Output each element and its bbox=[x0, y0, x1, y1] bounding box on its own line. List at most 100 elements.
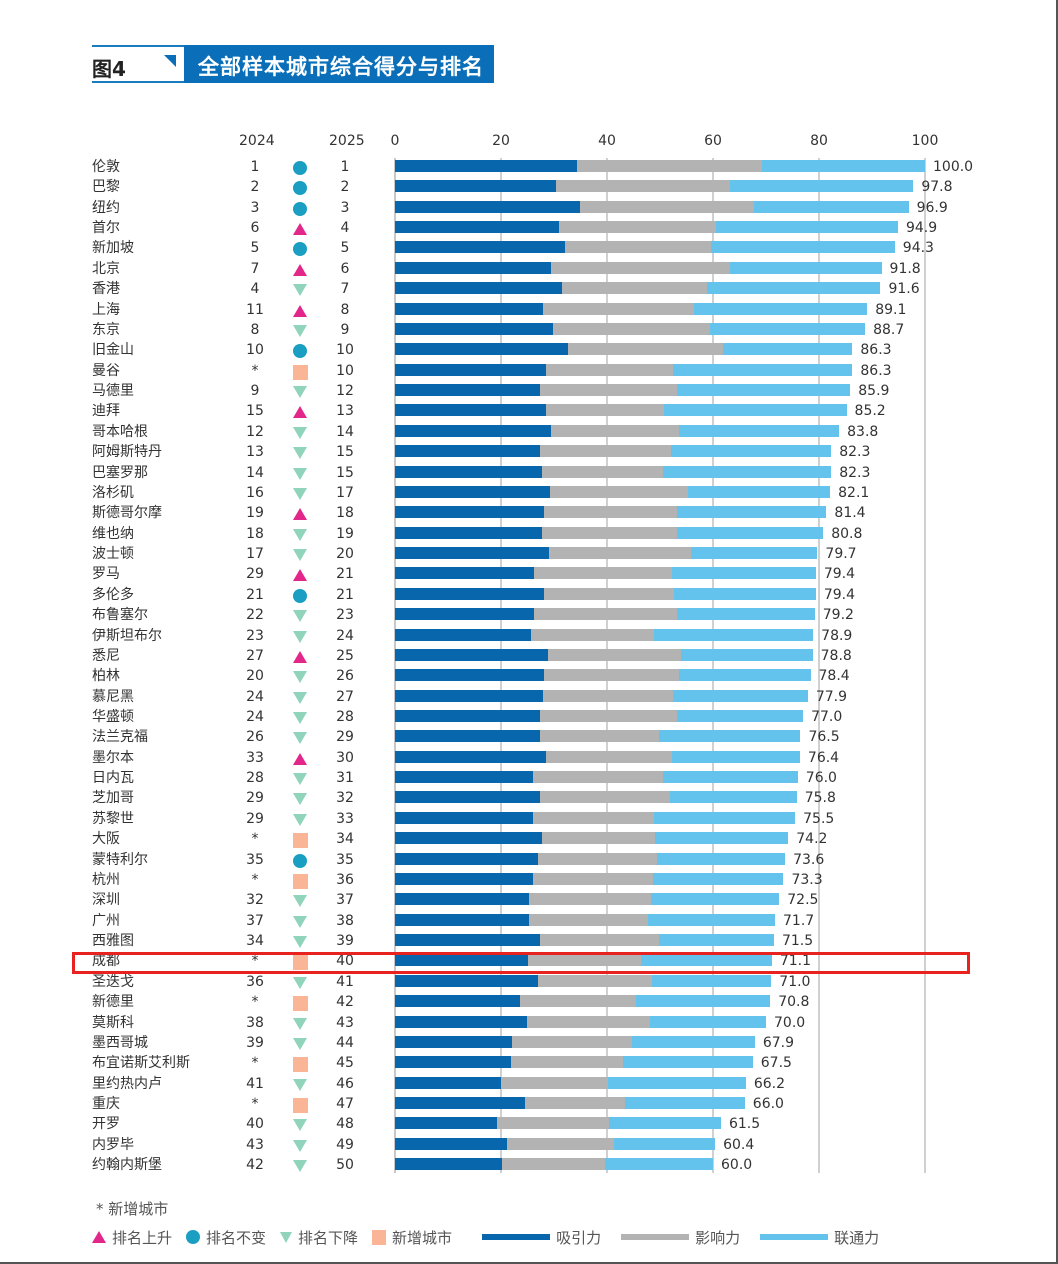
bar-segment-influence bbox=[512, 1035, 633, 1048]
stacked-bar bbox=[395, 954, 772, 967]
total-score: 66.2 bbox=[753, 1075, 786, 1092]
triangle-down-icon bbox=[293, 487, 307, 500]
bar-segment-connect bbox=[676, 709, 804, 722]
corner-triangle-icon bbox=[164, 55, 176, 67]
bar-segment-influence bbox=[534, 567, 673, 580]
bar-segment-attract bbox=[395, 872, 533, 885]
total-score: 85.9 bbox=[858, 383, 890, 400]
triangle-down-icon bbox=[293, 711, 307, 724]
city-name: 巴黎 bbox=[92, 179, 120, 196]
gridline bbox=[818, 158, 820, 1173]
circle-icon bbox=[293, 181, 307, 196]
triangle-down-icon bbox=[293, 386, 307, 399]
city-name: 开罗 bbox=[92, 1116, 120, 1133]
total-score: 71.7 bbox=[783, 912, 815, 929]
city-name: 里约热内卢 bbox=[92, 1075, 162, 1092]
bar-segment-connect bbox=[653, 628, 814, 641]
city-name: 重庆 bbox=[92, 1096, 120, 1113]
rank-2025: 15 bbox=[336, 464, 354, 481]
triangle-up-icon bbox=[293, 508, 307, 521]
bar-segment-connect bbox=[676, 526, 824, 539]
triangle-down-icon bbox=[293, 528, 307, 541]
bar-segment-attract bbox=[395, 954, 529, 967]
bar-segment-connect bbox=[709, 322, 866, 335]
bar-segment-attract bbox=[395, 832, 542, 845]
gridline bbox=[924, 158, 926, 1173]
total-score: 96.9 bbox=[916, 199, 948, 216]
chart-row: 新德里 * 42 70.8 bbox=[0, 992, 1058, 1012]
total-score: 79.2 bbox=[822, 607, 854, 624]
stacked-bar bbox=[395, 567, 816, 580]
rank-2024: 37 bbox=[246, 912, 264, 929]
rank-2025: 21 bbox=[336, 586, 354, 603]
square-icon bbox=[293, 364, 308, 380]
bar-segment-connect bbox=[663, 465, 832, 478]
bar-segment-influence bbox=[540, 445, 672, 458]
rank-2024: 42 bbox=[246, 1157, 264, 1174]
chart-row: 开罗 40 48 61.5 bbox=[0, 1114, 1058, 1134]
bar-segment-attract bbox=[395, 669, 544, 682]
stacked-bar bbox=[395, 506, 827, 519]
rank-2025: 24 bbox=[336, 627, 354, 644]
rank-2025: 40 bbox=[336, 953, 354, 970]
bar-segment-attract bbox=[395, 465, 542, 478]
stacked-bar bbox=[395, 261, 882, 274]
figure-header: 图4 全部样本城市综合得分与排名 bbox=[92, 45, 494, 83]
bar-segment-influence bbox=[533, 811, 655, 824]
bar-segment-attract bbox=[395, 221, 560, 234]
bar-segment-attract bbox=[395, 771, 533, 784]
stacked-bar bbox=[395, 1056, 753, 1069]
city-name: 苏黎世 bbox=[92, 810, 134, 827]
rank-2025: 46 bbox=[336, 1075, 354, 1092]
rank-2024: * bbox=[251, 953, 259, 970]
stacked-bar bbox=[395, 343, 853, 356]
rank-2024: 29 bbox=[246, 566, 264, 583]
rank-2024: 27 bbox=[246, 647, 264, 664]
stacked-bar bbox=[395, 526, 824, 539]
chart-row: 约翰内斯堡 42 50 60.0 bbox=[0, 1155, 1058, 1175]
bar-segment-influence bbox=[550, 261, 730, 274]
chart-row: 深圳 32 37 72.5 bbox=[0, 890, 1058, 910]
chart-row: 洛杉矶 16 17 82.1 bbox=[0, 483, 1058, 503]
rank-2025: 5 bbox=[340, 240, 350, 257]
line-swatch-attract-icon bbox=[482, 1234, 551, 1240]
bar-segment-influence bbox=[543, 302, 695, 315]
bar-segment-influence bbox=[549, 547, 692, 560]
bar-segment-influence bbox=[534, 608, 678, 621]
total-score: 71.5 bbox=[781, 933, 814, 950]
total-score: 77.0 bbox=[811, 708, 843, 725]
stacked-bar bbox=[395, 384, 851, 397]
bar-segment-attract bbox=[395, 628, 532, 641]
total-score: 60.0 bbox=[721, 1157, 753, 1174]
city-name: 华盛顿 bbox=[92, 708, 134, 725]
rank-2024: 24 bbox=[246, 688, 264, 705]
bar-segment-influence bbox=[559, 221, 716, 234]
total-score: 79.7 bbox=[825, 546, 857, 563]
city-name: 芝加哥 bbox=[92, 790, 134, 807]
rank-2024: 4 bbox=[250, 281, 260, 298]
city-name: 迪拜 bbox=[92, 403, 120, 420]
bar-segment-attract bbox=[395, 1076, 501, 1089]
bar-segment-connect bbox=[608, 1117, 721, 1130]
chart-row: 墨尔本 33 30 76.4 bbox=[0, 748, 1058, 768]
bar-segment-influence bbox=[553, 322, 710, 335]
chart-row: 杭州 * 36 73.3 bbox=[0, 870, 1058, 890]
total-score: 100.0 bbox=[933, 159, 974, 175]
rank-2024: * bbox=[251, 994, 259, 1011]
rank-2025: 36 bbox=[336, 871, 354, 888]
stacked-bar bbox=[395, 1117, 721, 1130]
bar-segment-attract bbox=[395, 241, 566, 254]
city-name: 旧金山 bbox=[92, 342, 134, 359]
square-icon bbox=[293, 1057, 308, 1073]
gridline bbox=[606, 158, 608, 1173]
bar-segment-connect bbox=[670, 791, 797, 804]
rank-2025: 25 bbox=[336, 647, 354, 664]
rank-2024: 9 bbox=[250, 383, 260, 400]
total-score: 75.8 bbox=[804, 790, 836, 807]
chart-row: 墨西哥城 39 44 67.9 bbox=[0, 1033, 1058, 1053]
total-score: 91.8 bbox=[889, 260, 921, 277]
bar-segment-connect bbox=[694, 302, 868, 315]
bar-segment-influence bbox=[540, 730, 660, 743]
figure-title-box: 全部样本城市综合得分与排名 bbox=[184, 45, 494, 83]
rank-2024: * bbox=[251, 831, 259, 848]
